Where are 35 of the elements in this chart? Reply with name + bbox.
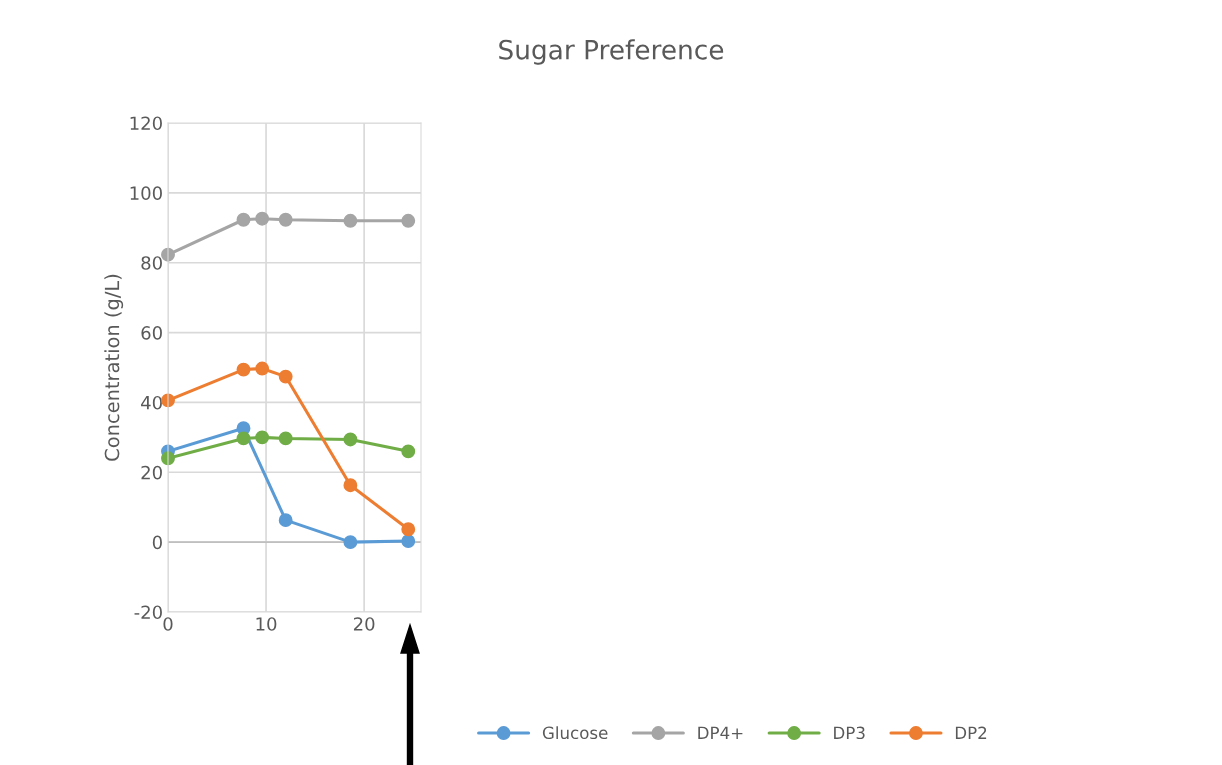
point	[255, 361, 270, 376]
point	[278, 212, 293, 227]
y-tick-label: 40	[141, 395, 162, 410]
legend-label: DP2	[955, 726, 987, 739]
y-tick-label: 20	[141, 465, 162, 480]
y-tick-label: 100	[130, 186, 162, 200]
y-tick-label: 0	[152, 535, 162, 550]
point	[401, 522, 416, 537]
point	[343, 213, 358, 228]
point	[236, 212, 251, 227]
point	[343, 535, 358, 550]
y-tick-label: 120	[130, 116, 162, 131]
legend-label: DP3	[834, 726, 865, 740]
legend-label: DP4+	[698, 726, 743, 739]
point	[401, 444, 416, 459]
legend-label: Glucose	[542, 726, 608, 740]
y-tick-label: -20	[134, 605, 162, 620]
point	[343, 478, 358, 493]
point	[401, 534, 416, 549]
y-tick-label: 60	[141, 326, 162, 340]
x-tick-label: 20	[353, 617, 375, 631]
x-tick-label: 0	[163, 617, 173, 631]
y-axis-title: Concentration (g/L)	[104, 274, 124, 461]
point	[343, 432, 358, 447]
text: Sugar Preference	[499, 39, 724, 65]
point	[401, 213, 416, 228]
point	[278, 431, 293, 446]
point	[236, 362, 251, 377]
point	[278, 513, 293, 528]
point	[255, 211, 270, 226]
y-tick-label: 80	[141, 256, 162, 270]
x-tick-label: 10	[256, 617, 277, 631]
point	[278, 369, 293, 384]
point	[236, 431, 251, 446]
point	[255, 430, 270, 445]
